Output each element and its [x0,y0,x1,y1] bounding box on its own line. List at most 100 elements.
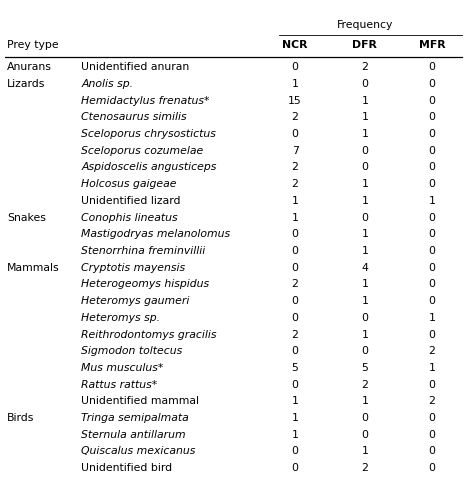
Text: 5: 5 [292,363,299,373]
Text: 1: 1 [361,112,368,122]
Text: 1: 1 [292,396,299,407]
Text: 0: 0 [428,112,436,122]
Text: 0: 0 [428,62,436,72]
Text: 1: 1 [361,329,368,339]
Text: Sigmodon toltecus: Sigmodon toltecus [82,346,182,356]
Text: 0: 0 [361,430,368,440]
Text: Heteromys gaumeri: Heteromys gaumeri [82,296,190,306]
Text: DFR: DFR [352,40,377,50]
Text: 1: 1 [361,129,368,139]
Text: 1: 1 [361,396,368,407]
Text: Mammals: Mammals [7,263,60,273]
Text: Stenorrhina freminvillii: Stenorrhina freminvillii [82,246,206,256]
Text: Conophis lineatus: Conophis lineatus [82,213,178,223]
Text: 1: 1 [361,296,368,306]
Text: Holcosus gaigeae: Holcosus gaigeae [82,179,177,189]
Text: Mus musculus*: Mus musculus* [82,363,164,373]
Text: 0: 0 [428,229,436,239]
Text: Aspidoscelis angusticeps: Aspidoscelis angusticeps [82,162,217,172]
Text: 2: 2 [292,179,299,189]
Text: 0: 0 [292,296,299,306]
Text: Reithrodontomys gracilis: Reithrodontomys gracilis [82,329,217,339]
Text: 0: 0 [292,229,299,239]
Text: 0: 0 [292,263,299,273]
Text: 1: 1 [292,196,299,206]
Text: 0: 0 [428,329,436,339]
Text: 2: 2 [361,463,368,473]
Text: 2: 2 [292,279,299,289]
Text: Heterogeomys hispidus: Heterogeomys hispidus [82,279,210,289]
Text: 1: 1 [361,196,368,206]
Text: Unidentified lizard: Unidentified lizard [82,196,181,206]
Text: 0: 0 [292,346,299,356]
Text: NCR: NCR [283,40,308,50]
Text: Birds: Birds [7,413,35,423]
Text: 2: 2 [361,62,368,72]
Text: 0: 0 [428,446,436,456]
Text: 0: 0 [428,162,436,172]
Text: Sternula antillarum: Sternula antillarum [82,430,186,440]
Text: 1: 1 [292,413,299,423]
Text: Rattus rattus*: Rattus rattus* [82,380,158,390]
Text: 0: 0 [361,146,368,156]
Text: 0: 0 [292,62,299,72]
Text: Prey type: Prey type [7,40,59,50]
Text: 1: 1 [361,96,368,106]
Text: 0: 0 [428,279,436,289]
Text: Snakes: Snakes [7,213,46,223]
Text: 0: 0 [292,129,299,139]
Text: 0: 0 [292,463,299,473]
Text: 0: 0 [428,413,436,423]
Text: 2: 2 [361,380,368,390]
Text: 1: 1 [428,363,436,373]
Text: 0: 0 [292,246,299,256]
Text: 0: 0 [361,162,368,172]
Text: Hemidactylus frenatus*: Hemidactylus frenatus* [82,96,210,106]
Text: 0: 0 [292,380,299,390]
Text: Ctenosaurus similis: Ctenosaurus similis [82,112,187,122]
Text: 0: 0 [428,129,436,139]
Text: 0: 0 [428,463,436,473]
Text: 2: 2 [292,329,299,339]
Text: 0: 0 [361,346,368,356]
Text: Tringa semipalmata: Tringa semipalmata [82,413,189,423]
Text: Cryptotis mayensis: Cryptotis mayensis [82,263,185,273]
Text: Quiscalus mexicanus: Quiscalus mexicanus [82,446,196,456]
Text: 1: 1 [361,279,368,289]
Text: 1: 1 [361,229,368,239]
Text: Mastigodryas melanolomus: Mastigodryas melanolomus [82,229,230,239]
Text: Unidentified mammal: Unidentified mammal [82,396,200,407]
Text: 2: 2 [292,112,299,122]
Text: 2: 2 [292,162,299,172]
Text: 0: 0 [428,263,436,273]
Text: 5: 5 [361,363,368,373]
Text: Unidentified anuran: Unidentified anuran [82,62,190,72]
Text: Sceloporus cozumelae: Sceloporus cozumelae [82,146,204,156]
Text: 1: 1 [292,430,299,440]
Text: Frequency: Frequency [337,20,393,30]
Text: 1: 1 [361,179,368,189]
Text: 2: 2 [428,396,436,407]
Text: 0: 0 [292,313,299,323]
Text: Sceloporus chrysostictus: Sceloporus chrysostictus [82,129,216,139]
Text: 1: 1 [361,446,368,456]
Text: 1: 1 [428,196,436,206]
Text: 1: 1 [292,213,299,223]
Text: 15: 15 [288,96,302,106]
Text: 0: 0 [361,79,368,89]
Text: 7: 7 [292,146,299,156]
Text: 0: 0 [428,380,436,390]
Text: 0: 0 [361,313,368,323]
Text: MFR: MFR [419,40,446,50]
Text: Anolis sp.: Anolis sp. [82,79,134,89]
Text: 0: 0 [292,446,299,456]
Text: 0: 0 [428,296,436,306]
Text: 0: 0 [428,430,436,440]
Text: Heteromys sp.: Heteromys sp. [82,313,161,323]
Text: 0: 0 [428,246,436,256]
Text: 2: 2 [428,346,436,356]
Text: 0: 0 [428,96,436,106]
Text: 0: 0 [428,179,436,189]
Text: Unidentified bird: Unidentified bird [82,463,173,473]
Text: 0: 0 [428,213,436,223]
